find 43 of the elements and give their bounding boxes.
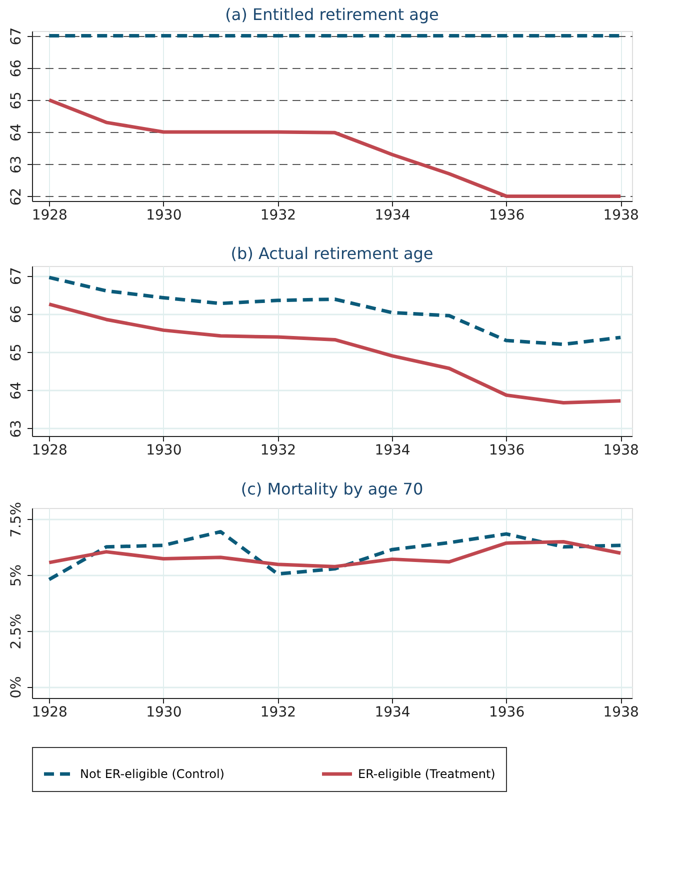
x-tick-label: 1928 bbox=[32, 704, 68, 720]
y-tick-label: 65 bbox=[8, 344, 24, 362]
y-tick-label: 7.5% bbox=[8, 502, 24, 538]
y-tick-label: 66 bbox=[8, 59, 24, 78]
y-tick-label: 66 bbox=[8, 305, 24, 324]
line-series bbox=[47, 302, 622, 405]
x-tick-label: 1936 bbox=[488, 442, 525, 458]
line-series bbox=[47, 98, 622, 198]
y-tick-label: 64 bbox=[8, 124, 24, 142]
legend-label: Not ER-eligible (Control) bbox=[80, 767, 224, 781]
y-tick-label: 63 bbox=[8, 156, 24, 174]
y-tick-label: 5% bbox=[8, 564, 24, 587]
x-tick-label: 1928 bbox=[32, 208, 68, 224]
y-tick-label: 67 bbox=[8, 27, 24, 46]
x-tick-label: 1934 bbox=[374, 704, 410, 720]
x-tick-label: 1932 bbox=[260, 704, 296, 720]
line-series bbox=[47, 530, 622, 582]
x-tick-label: 1932 bbox=[260, 442, 296, 458]
y-tick-label: 64 bbox=[8, 382, 24, 400]
x-tick-label: 1934 bbox=[374, 208, 410, 224]
y-tick-label: 63 bbox=[8, 420, 24, 438]
x-tick-label: 1928 bbox=[32, 442, 68, 458]
x-tick-label: 1932 bbox=[260, 208, 296, 224]
legend-label: ER-eligible (Treatment) bbox=[358, 767, 496, 781]
x-tick-label: 1930 bbox=[146, 208, 182, 224]
chart-title: (b) Actual retirement age bbox=[230, 244, 434, 263]
x-tick-label: 1930 bbox=[146, 442, 182, 458]
y-tick-label: 2.5% bbox=[8, 614, 24, 650]
x-tick-label: 1936 bbox=[488, 704, 525, 720]
y-tick-label: 65 bbox=[8, 92, 24, 110]
y-tick-label: 62 bbox=[8, 188, 24, 206]
line-series bbox=[47, 540, 622, 568]
x-tick-label: 1938 bbox=[603, 442, 639, 458]
chart-title: (c) Mortality by age 70 bbox=[240, 479, 424, 498]
x-tick-label: 1936 bbox=[488, 208, 525, 224]
y-tick-label: 67 bbox=[8, 267, 24, 285]
x-tick-label: 1930 bbox=[146, 704, 182, 720]
x-tick-label: 1934 bbox=[374, 442, 410, 458]
line-series bbox=[47, 276, 622, 346]
x-tick-label: 1938 bbox=[603, 208, 639, 224]
y-tick-label: 0% bbox=[8, 676, 24, 698]
chart-title: (a) Entitled retirement age bbox=[225, 4, 439, 24]
x-tick-label: 1938 bbox=[603, 704, 639, 720]
